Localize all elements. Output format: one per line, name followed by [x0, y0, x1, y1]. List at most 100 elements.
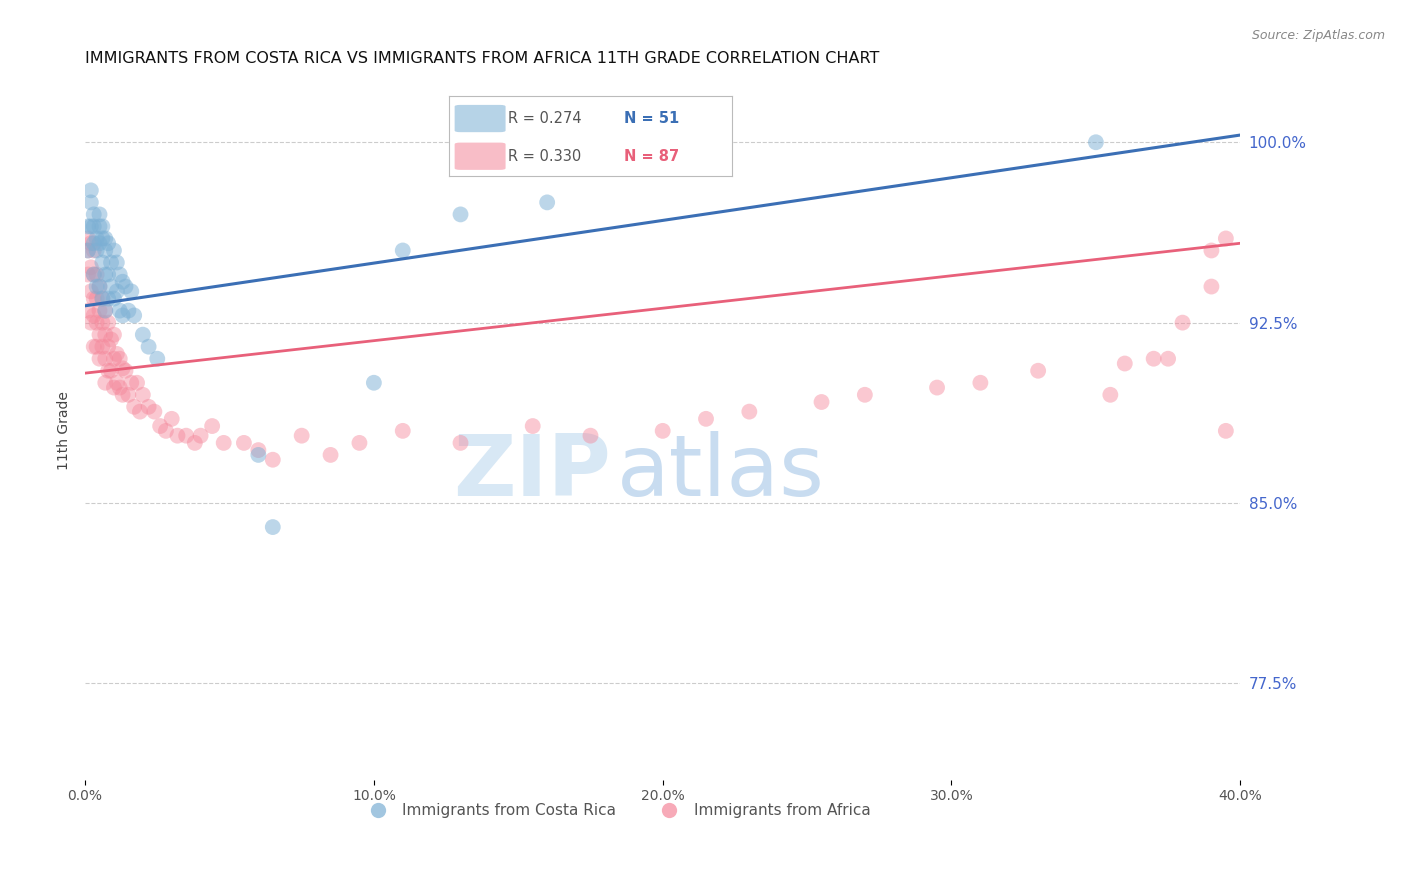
- Point: [105, 255, 128, 269]
- Point: [129, 404, 152, 418]
- Point: [86, 268, 108, 282]
- Point: [125, 376, 148, 390]
- Point: [120, 285, 142, 299]
- Point: [94, 268, 117, 282]
- Point: [77, 303, 100, 318]
- Point: [86, 292, 108, 306]
- Point: [117, 303, 139, 318]
- Point: [450, 436, 472, 450]
- Point: [450, 207, 472, 221]
- Point: [247, 448, 270, 462]
- Point: [80, 316, 103, 330]
- Point: [108, 303, 131, 318]
- Point: [579, 428, 602, 442]
- Point: [319, 448, 342, 462]
- Point: [86, 340, 108, 354]
- Point: [522, 419, 544, 434]
- Point: [91, 292, 114, 306]
- Point: [100, 279, 122, 293]
- Point: [247, 443, 270, 458]
- Point: [94, 303, 117, 318]
- Point: [89, 351, 111, 366]
- Point: [80, 195, 103, 210]
- Point: [391, 424, 413, 438]
- Point: [143, 404, 166, 418]
- Point: [77, 231, 100, 245]
- Point: [97, 364, 120, 378]
- Point: [122, 309, 145, 323]
- Point: [103, 351, 125, 366]
- Point: [138, 340, 160, 354]
- Point: [83, 340, 105, 354]
- Point: [83, 207, 105, 221]
- Text: IMMIGRANTS FROM COSTA RICA VS IMMIGRANTS FROM AFRICA 11TH GRADE CORRELATION CHAR: IMMIGRANTS FROM COSTA RICA VS IMMIGRANTS…: [86, 51, 879, 66]
- Point: [91, 340, 114, 354]
- Point: [89, 219, 111, 234]
- Point: [160, 412, 183, 426]
- Point: [262, 452, 284, 467]
- Point: [89, 303, 111, 318]
- Point: [80, 260, 103, 275]
- Point: [89, 236, 111, 251]
- Point: [138, 400, 160, 414]
- Point: [651, 424, 673, 438]
- Point: [89, 279, 111, 293]
- Point: [120, 376, 142, 390]
- Point: [105, 285, 128, 299]
- Point: [738, 404, 761, 418]
- Point: [810, 395, 832, 409]
- Point: [1201, 244, 1223, 258]
- Point: [695, 412, 717, 426]
- Point: [969, 376, 991, 390]
- Y-axis label: 11th Grade: 11th Grade: [58, 392, 72, 470]
- Point: [100, 333, 122, 347]
- Point: [89, 207, 111, 221]
- Point: [111, 361, 134, 376]
- Point: [100, 364, 122, 378]
- Point: [105, 376, 128, 390]
- Point: [103, 327, 125, 342]
- Point: [536, 195, 558, 210]
- Point: [83, 268, 105, 282]
- Point: [103, 292, 125, 306]
- Point: [77, 244, 100, 258]
- Point: [1157, 351, 1180, 366]
- Point: [94, 327, 117, 342]
- Point: [349, 436, 371, 450]
- Point: [80, 285, 103, 299]
- Point: [86, 231, 108, 245]
- Point: [91, 316, 114, 330]
- Point: [83, 309, 105, 323]
- Point: [83, 292, 105, 306]
- Point: [391, 244, 413, 258]
- Point: [1026, 364, 1049, 378]
- Point: [105, 347, 128, 361]
- Point: [94, 376, 117, 390]
- Point: [86, 279, 108, 293]
- Point: [103, 244, 125, 258]
- Point: [111, 388, 134, 402]
- Point: [91, 219, 114, 234]
- Point: [97, 268, 120, 282]
- Point: [1215, 424, 1237, 438]
- Point: [122, 400, 145, 414]
- Point: [111, 309, 134, 323]
- Point: [83, 244, 105, 258]
- Point: [94, 303, 117, 318]
- Point: [117, 388, 139, 402]
- Point: [83, 236, 105, 251]
- Point: [174, 428, 197, 442]
- Point: [89, 279, 111, 293]
- Point: [114, 364, 136, 378]
- Point: [77, 244, 100, 258]
- Legend: Immigrants from Costa Rica, Immigrants from Africa: Immigrants from Costa Rica, Immigrants f…: [356, 797, 877, 824]
- Point: [184, 436, 207, 450]
- Point: [190, 428, 212, 442]
- Point: [103, 380, 125, 394]
- Point: [83, 268, 105, 282]
- Point: [86, 244, 108, 258]
- Point: [212, 436, 235, 450]
- Point: [1143, 351, 1166, 366]
- Point: [111, 275, 134, 289]
- Point: [89, 327, 111, 342]
